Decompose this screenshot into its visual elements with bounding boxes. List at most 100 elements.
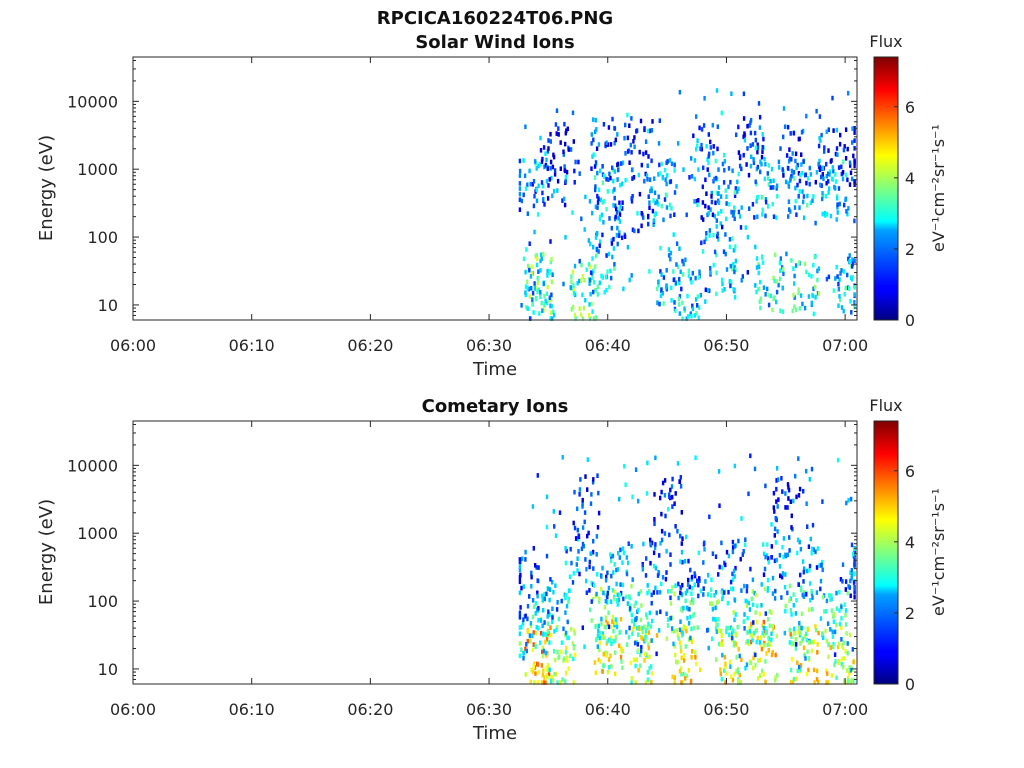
heatmap-cell — [609, 599, 613, 604]
heatmap-cell — [663, 197, 667, 202]
heatmap-cell — [789, 596, 792, 601]
heatmap-cell — [748, 628, 752, 634]
heatmap-cell — [675, 184, 678, 189]
heatmap-cell — [797, 290, 800, 296]
heatmap-cell — [717, 599, 720, 604]
heatmap-cell — [533, 661, 536, 666]
heatmap-cell — [719, 221, 722, 226]
heatmap-cell — [518, 207, 522, 212]
heatmap-cell — [590, 551, 593, 556]
heatmap-cell — [777, 497, 780, 502]
heatmap-cell — [592, 137, 595, 143]
heatmap-cell — [811, 293, 815, 299]
heatmap-cell — [781, 167, 784, 172]
heatmap-cell — [803, 305, 807, 311]
heatmap-cell — [680, 671, 683, 677]
heatmap-cell — [720, 209, 723, 214]
heatmap-cell — [789, 667, 793, 673]
heatmap-cell — [594, 670, 598, 676]
heatmap-cell — [546, 621, 550, 627]
heatmap-cell — [718, 641, 721, 647]
heatmap-cell — [741, 274, 744, 279]
heatmap-cell — [821, 567, 824, 573]
heatmap-cell — [540, 663, 543, 668]
heatmap-cell — [531, 297, 534, 302]
heatmap-cell — [761, 207, 764, 213]
heatmap-cell — [646, 460, 649, 466]
heatmap-cell — [524, 186, 528, 191]
heatmap-cell — [557, 655, 560, 661]
heatmap-cell — [528, 316, 532, 321]
heatmap-cell — [562, 626, 565, 632]
heatmap-cell — [529, 274, 533, 279]
heatmap-cell — [790, 513, 793, 519]
heatmap-cell — [737, 124, 740, 130]
heatmap-cell — [637, 648, 640, 653]
heatmap-cell — [681, 258, 684, 264]
heatmap-cell — [799, 641, 802, 646]
heatmap-cell — [811, 198, 814, 204]
heatmap-cell — [838, 201, 841, 207]
heatmap-cell — [601, 275, 605, 280]
heatmap-cell — [783, 124, 787, 129]
heatmap-cell — [594, 160, 598, 165]
heatmap-cell — [641, 636, 644, 641]
heatmap-cell — [528, 267, 531, 273]
heatmap-cell — [764, 554, 767, 560]
heatmap-cell — [764, 611, 767, 616]
heatmap-cell — [749, 639, 753, 645]
heatmap-cell — [790, 525, 793, 530]
heatmap-cell — [603, 605, 607, 610]
heatmap-cell — [695, 114, 698, 119]
heatmap-cell — [753, 466, 757, 472]
heatmap-cell — [601, 200, 604, 205]
heatmap-cell — [700, 146, 703, 152]
heatmap-cell — [738, 154, 742, 159]
heatmap-cell — [539, 148, 543, 153]
heatmap-cell — [718, 564, 721, 570]
heatmap-cell — [681, 559, 684, 565]
heatmap-cell — [681, 608, 684, 613]
heatmap-cell — [767, 176, 770, 181]
heatmap-cell — [775, 279, 778, 284]
heatmap-cell — [723, 152, 726, 158]
heatmap-cell — [689, 600, 692, 605]
heatmap-cell — [547, 183, 550, 188]
heatmap-cell — [518, 186, 522, 191]
heatmap-cell — [821, 196, 824, 202]
heatmap-cell — [637, 667, 640, 673]
heatmap-cell — [597, 196, 600, 201]
heatmap-cell — [643, 178, 646, 184]
heatmap-cell — [762, 572, 766, 577]
heatmap-cell — [837, 186, 841, 191]
heatmap-cell — [531, 504, 535, 509]
heatmap-cell — [800, 162, 803, 167]
heatmap-cell — [842, 664, 845, 670]
heatmap-cell — [805, 468, 808, 474]
heatmap-cell — [734, 612, 737, 617]
heatmap-cell — [743, 138, 747, 143]
heatmap-cell — [836, 274, 839, 279]
heatmap-cell — [770, 166, 774, 172]
heatmap-cell — [623, 234, 627, 239]
heatmap-cell — [614, 650, 617, 655]
heatmap-cell — [802, 579, 805, 584]
heatmap-cell — [761, 132, 764, 137]
heatmap-cell — [628, 603, 631, 608]
heatmap-cell — [746, 234, 750, 240]
heatmap-cell — [581, 525, 585, 530]
heatmap-cell — [690, 313, 693, 319]
heatmap-cell — [817, 630, 820, 636]
heatmap-cell — [526, 182, 529, 188]
heatmap-cell — [674, 524, 677, 529]
heatmap-cell — [520, 624, 523, 630]
heatmap-cell — [592, 152, 595, 158]
heatmap-cell — [703, 540, 706, 546]
heatmap-cell — [578, 278, 581, 284]
heatmap-cell — [647, 589, 651, 594]
heatmap-cell — [640, 603, 643, 608]
heatmap-cell — [580, 278, 583, 283]
heatmap-cell — [594, 253, 598, 259]
heatmap-cell — [670, 626, 674, 631]
heatmap-cell — [823, 210, 827, 216]
